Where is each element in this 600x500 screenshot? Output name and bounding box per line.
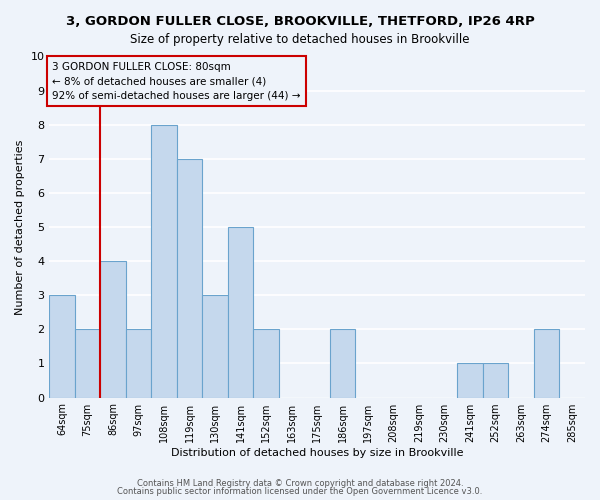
Bar	[202, 296, 228, 398]
Bar	[75, 330, 100, 398]
Bar	[534, 330, 559, 398]
Text: 3, GORDON FULLER CLOSE, BROOKVILLE, THETFORD, IP26 4RP: 3, GORDON FULLER CLOSE, BROOKVILLE, THET…	[65, 15, 535, 28]
Bar	[100, 261, 126, 398]
Bar	[457, 364, 483, 398]
Text: 3 GORDON FULLER CLOSE: 80sqm
← 8% of detached houses are smaller (4)
92% of semi: 3 GORDON FULLER CLOSE: 80sqm ← 8% of det…	[52, 62, 301, 101]
Text: Contains HM Land Registry data © Crown copyright and database right 2024.: Contains HM Land Registry data © Crown c…	[137, 478, 463, 488]
X-axis label: Distribution of detached houses by size in Brookville: Distribution of detached houses by size …	[171, 448, 463, 458]
Bar	[253, 330, 279, 398]
Bar	[126, 330, 151, 398]
Text: Contains public sector information licensed under the Open Government Licence v3: Contains public sector information licen…	[118, 487, 482, 496]
Bar	[151, 124, 177, 398]
Y-axis label: Number of detached properties: Number of detached properties	[15, 140, 25, 314]
Text: Size of property relative to detached houses in Brookville: Size of property relative to detached ho…	[130, 32, 470, 46]
Bar	[330, 330, 355, 398]
Bar	[483, 364, 508, 398]
Bar	[49, 296, 75, 398]
Bar	[177, 159, 202, 398]
Bar	[228, 227, 253, 398]
